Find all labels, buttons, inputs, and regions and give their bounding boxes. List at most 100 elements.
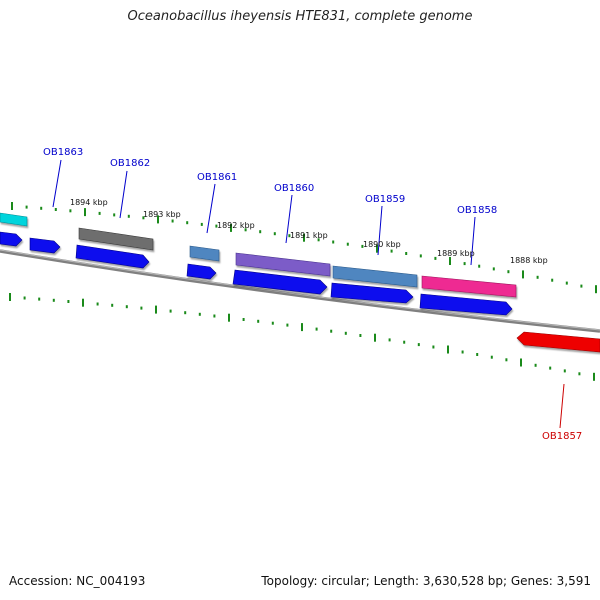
gene-labels: OB1863 OB1862 OB1861 OB1860 OB1859 OB185… [43, 147, 582, 442]
inner-scale-minor-tick [111, 303, 114, 307]
tick-label-1893: 1893 kbp [143, 210, 181, 219]
inner-scale-major-tick [228, 313, 230, 322]
tick-label-1888: 1888 kbp [510, 256, 548, 265]
inner-scale-minor-tick [198, 312, 201, 316]
outer-scale-minor-tick [580, 284, 583, 288]
tick-label-1889: 1889 kbp [437, 249, 475, 258]
inner-scale-minor-tick [534, 363, 537, 367]
leader-ob1863 [52, 159, 62, 208]
inner-scale-minor-tick [549, 366, 552, 370]
tick-label-1891: 1891 kbp [290, 231, 328, 240]
tick-label-1894: 1894 kbp [70, 198, 108, 207]
outer-scale-minor-tick [536, 275, 539, 279]
scale-tick-labels: 1894 kbp 1893 kbp 1892 kbp 1891 kbp 1890… [70, 198, 548, 265]
inner-scale-minor-tick [578, 372, 581, 376]
outer-scale-major-tick [230, 223, 232, 232]
outer-scale-minor-tick [551, 278, 554, 282]
inner-scale-major-tick [82, 298, 84, 307]
inner-scale-minor-tick [403, 340, 406, 344]
feature-gray [78, 227, 154, 251]
genome-stats-text: Topology: circular; Length: 3,630,528 bp… [261, 574, 591, 588]
gene-label-leaders [52, 159, 565, 429]
inner-scale-minor-tick [461, 350, 464, 354]
outer-scale-minor-tick [434, 256, 437, 260]
blue-arrow-4 [186, 263, 217, 280]
inner-scale-minor-tick [67, 300, 70, 303]
gene-label-ob1860: OB1860 [274, 183, 314, 194]
outer-scale-minor-tick [419, 254, 422, 258]
outer-scale-major-tick [595, 285, 597, 294]
outer-scale-minor-tick [186, 221, 189, 225]
feature-purple [235, 252, 331, 277]
feature-cyan [0, 212, 28, 227]
outer-scale-minor-tick [127, 214, 130, 218]
outer-scale-minor-tick [215, 224, 218, 228]
outer-scale-minor-tick [40, 206, 43, 210]
accession-text: Accession: NC_004193 [9, 574, 146, 588]
outer-scale-minor-tick [69, 209, 72, 213]
outer-scale-minor-tick [54, 208, 57, 211]
inner-scale-major-tick [593, 372, 595, 381]
inner-scale-major-tick [447, 345, 449, 354]
leader-ob1858 [470, 216, 476, 266]
outer-scale-minor-tick [25, 205, 28, 209]
outer-scale-minor-tick [98, 211, 101, 215]
outer-scale-minor-tick [346, 242, 349, 246]
outer-scale-major-tick [522, 270, 524, 279]
inner-scale-minor-tick [184, 311, 187, 315]
inner-scale-minor-tick [330, 329, 333, 333]
inner-scale-minor-tick [242, 318, 245, 321]
inner-scale-major-tick [155, 305, 157, 314]
feature-row-colored [0, 212, 517, 298]
outer-scale-minor-tick [332, 240, 335, 244]
feature-red [516, 331, 600, 353]
inner-scale-minor-tick [359, 334, 362, 337]
outer-scale-minor-tick [507, 270, 510, 274]
blue-arrow-7 [419, 293, 513, 316]
feature-row-blue [0, 231, 513, 316]
outer-scale-minor-tick [463, 262, 466, 266]
outer-scale-major-tick [376, 244, 378, 253]
gene-label-ob1859: OB1859 [365, 194, 405, 205]
outer-scale-minor-tick [171, 219, 174, 223]
outer-scale-minor-tick [565, 281, 568, 285]
outer-scale-minor-tick [259, 230, 262, 234]
blue-arrow-2 [29, 237, 61, 254]
inner-scale-minor-tick [140, 306, 143, 310]
gene-label-ob1858: OB1858 [457, 205, 497, 216]
inner-scale-track [9, 293, 595, 381]
outer-scale-minor-tick [317, 238, 320, 242]
outer-scale-major-tick [157, 215, 159, 224]
inner-scale-major-tick [9, 293, 11, 301]
outer-scale-track [11, 202, 597, 294]
outer-scale-minor-tick [113, 213, 116, 217]
inner-scale-minor-tick [271, 321, 274, 325]
inner-scale-minor-tick [476, 353, 479, 356]
inner-scale-major-tick [374, 333, 376, 342]
feature-steelblue [332, 265, 418, 288]
outer-scale-minor-tick [200, 222, 203, 226]
genome-backbone-highlight [0, 249, 600, 331]
feature-magenta [421, 275, 517, 298]
inner-scale-minor-tick [417, 343, 420, 347]
tick-label-1892: 1892 kbp [217, 221, 255, 230]
inner-scale-minor-tick [344, 331, 347, 335]
tick-label-1890: 1890 kbp [363, 240, 401, 249]
inner-scale-minor-tick [563, 369, 566, 373]
outer-scale-major-tick [84, 208, 86, 217]
inner-scale-minor-tick [505, 358, 508, 362]
outer-scale-minor-tick [273, 232, 276, 236]
outer-scale-minor-tick [288, 234, 291, 238]
inner-scale-minor-tick [125, 305, 128, 309]
blue-arrow-3 [75, 244, 150, 269]
blue-arrow-5 [232, 269, 328, 295]
leader-ob1862 [119, 170, 128, 219]
outer-scale-minor-tick [142, 216, 145, 220]
leader-ob1861 [206, 183, 216, 234]
inner-scale-minor-tick [388, 338, 391, 342]
feature-steelblue-small [189, 245, 220, 262]
map-title: Oceanobacillus iheyensis HTE831, complet… [127, 9, 473, 24]
leader-ob1859 [377, 205, 383, 256]
gene-label-ob1862: OB1862 [110, 158, 150, 169]
